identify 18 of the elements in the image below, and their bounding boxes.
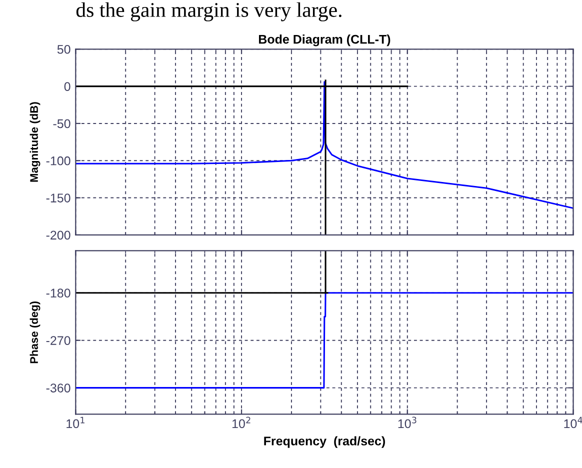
y-axis-title: Magnitude (dB) (30, 102, 40, 182)
y-tick-label: 0 (64, 82, 70, 91)
chart-title: Bode Diagram (CLL-T) (258, 34, 390, 46)
y-tick-label: -200 (46, 230, 70, 240)
x-tick-label: 10$^{2}$ (232, 416, 250, 428)
y-tick-label: -180 (46, 288, 70, 298)
y-tick-label: 50 (57, 44, 70, 54)
x-tick-label: 10$^{3}$ (398, 416, 416, 428)
y-tick-label: -150 (46, 194, 70, 202)
y-tick-label: -360 (46, 384, 70, 392)
x-tick-label: 10$^{4}$ (564, 416, 582, 428)
y-axis-title: Phase (deg) (30, 301, 40, 364)
x-axis-title: Frequency (rad/sec) (264, 436, 385, 448)
y-tick-label: -100 (46, 156, 70, 166)
x-tick-label: 10$^{1}$ (66, 416, 84, 428)
text: ds the gain margin is very large. (76, 2, 342, 22)
y-tick-label: -50 (53, 119, 70, 128)
y-tick-label: -270 (46, 336, 70, 345)
